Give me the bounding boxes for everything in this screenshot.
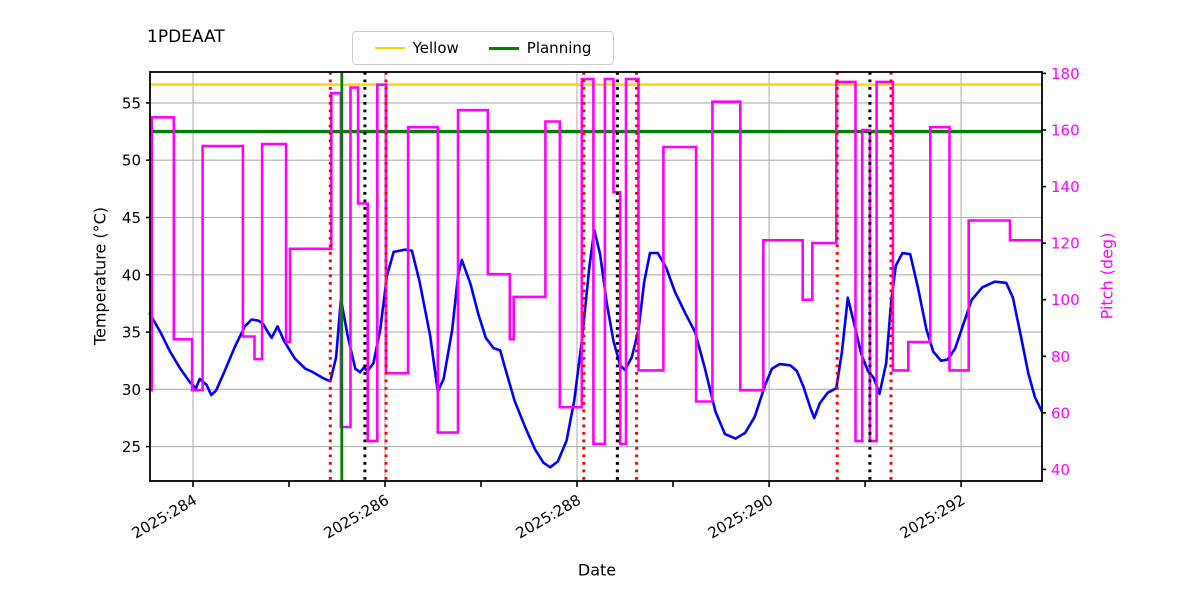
y-axis-label-right: Pitch (deg) [1097, 232, 1117, 320]
planning-line-swatch [488, 46, 519, 50]
x-tick-label: 2025:288 [513, 491, 584, 543]
y-left-tick-label: 35 [122, 324, 141, 342]
legend-label-planning: Planning [526, 39, 592, 57]
y-left-tick-label: 55 [122, 94, 141, 112]
yellow-line-swatch [374, 47, 405, 49]
y-right-tick-label: 120 [1051, 235, 1080, 253]
chart-title: 1PDEAAT [147, 27, 225, 47]
y-right-tick-label: 160 [1051, 122, 1080, 140]
legend: Yellow Planning [352, 31, 614, 65]
legend-label-yellow: Yellow [412, 39, 459, 57]
y-right-tick-label: 60 [1051, 404, 1070, 422]
x-tick-label: 2025:292 [897, 491, 968, 543]
y-right-tick-label: 100 [1051, 291, 1080, 309]
x-tick-label: 2025:286 [321, 491, 392, 543]
y-left-tick-label: 30 [122, 381, 141, 399]
x-axis-label: Date [577, 560, 617, 580]
pitch-line [149, 77, 1042, 446]
y-left-tick-label: 50 [122, 152, 141, 170]
x-tick-label: 2025:290 [705, 491, 776, 543]
y-left-tick-label: 25 [122, 438, 141, 456]
x-tick-label: 2025:284 [129, 491, 200, 543]
y-left-tick-label: 40 [122, 266, 141, 284]
temperature-line [148, 228, 1043, 469]
legend-item-planning: Planning [488, 39, 592, 57]
axes-frame [149, 71, 1043, 482]
legend-item-yellow: Yellow [374, 39, 459, 57]
y-right-tick-label: 140 [1051, 178, 1080, 196]
y-right-tick-label: 80 [1051, 348, 1070, 366]
y-right-tick-label: 40 [1051, 461, 1070, 479]
y-left-tick-label: 45 [122, 209, 141, 227]
y-axis-label-left: Temperature (°C) [90, 206, 110, 346]
y-right-tick-label: 180 [1051, 65, 1080, 83]
